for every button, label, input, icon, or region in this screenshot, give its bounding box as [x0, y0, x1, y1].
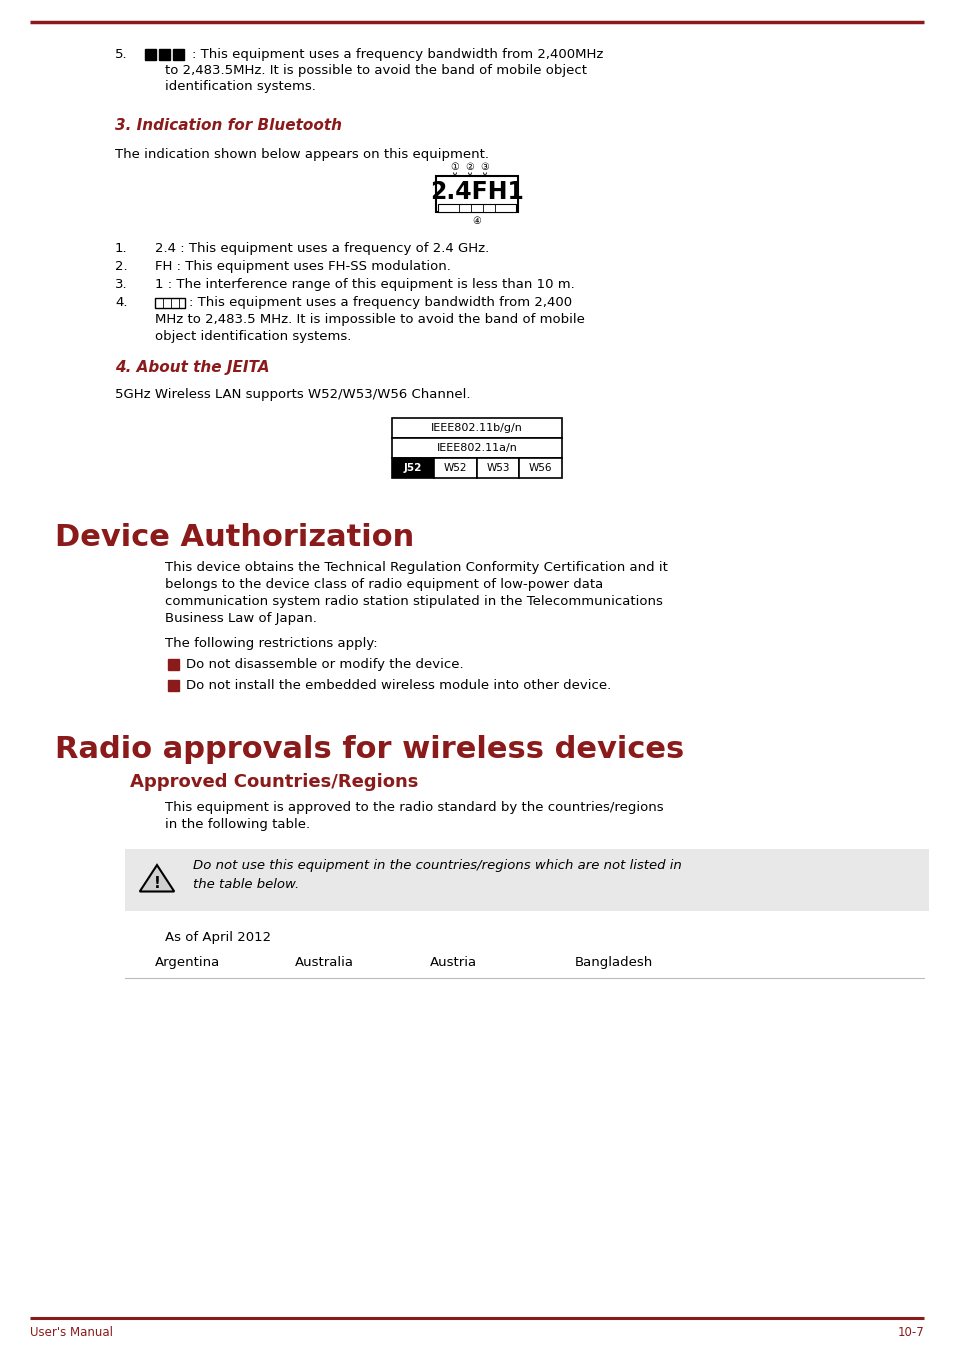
Text: Do not use this equipment in the countries/regions which are not listed in: Do not use this equipment in the countri…	[193, 859, 681, 872]
Text: W56: W56	[529, 463, 552, 473]
Text: !: !	[153, 877, 160, 892]
Text: IEEE802.11b/g/n: IEEE802.11b/g/n	[431, 422, 522, 433]
Text: 4. About the JEITA: 4. About the JEITA	[115, 360, 269, 375]
Text: Do not disassemble or modify the device.: Do not disassemble or modify the device.	[186, 658, 463, 671]
Text: 2.: 2.	[115, 260, 128, 273]
Bar	[436, 176, 517, 213]
Text: : This equipment uses a frequency bandwidth from 2,400: : This equipment uses a frequency bandwi…	[189, 296, 572, 309]
Bar	[392, 459, 434, 477]
Text: 2.4 : This equipment uses a frequency of 2.4 GHz.: 2.4 : This equipment uses a frequency of…	[154, 242, 489, 256]
Text: 3.: 3.	[115, 278, 128, 291]
Text: Australia: Australia	[294, 956, 354, 968]
Text: MHz to 2,483.5 MHz. It is impossible to avoid the band of mobile: MHz to 2,483.5 MHz. It is impossible to …	[154, 313, 584, 325]
Text: object identification systems.: object identification systems.	[154, 330, 351, 343]
Text: Radio approvals for wireless devices: Radio approvals for wireless devices	[55, 734, 683, 764]
Bar	[172, 48, 184, 61]
Text: 2.4FH1: 2.4FH1	[430, 180, 523, 204]
Text: Approved Countries/Regions: Approved Countries/Regions	[130, 773, 418, 791]
Text: belongs to the device class of radio equipment of low-power data: belongs to the device class of radio equ…	[165, 578, 602, 590]
Text: W52: W52	[443, 463, 467, 473]
Bar	[476, 459, 519, 477]
Bar	[392, 438, 561, 459]
Text: 5.: 5.	[115, 48, 128, 61]
Polygon shape	[139, 865, 174, 892]
Bar	[434, 459, 476, 477]
Text: IEEE802.11a/n: IEEE802.11a/n	[436, 443, 517, 453]
Text: ①: ①	[450, 161, 459, 172]
Text: J52: J52	[404, 463, 422, 473]
Text: ③: ③	[480, 161, 489, 172]
Text: 1 : The interference range of this equipment is less than 10 m.: 1 : The interference range of this equip…	[154, 278, 574, 291]
Bar	[168, 659, 179, 670]
Text: Argentina: Argentina	[154, 956, 220, 968]
Text: identification systems.: identification systems.	[165, 79, 315, 93]
Text: Device Authorization: Device Authorization	[55, 523, 414, 551]
Text: in the following table.: in the following table.	[165, 818, 310, 831]
Text: As of April 2012: As of April 2012	[165, 931, 271, 944]
Text: The indication shown below appears on this equipment.: The indication shown below appears on th…	[115, 148, 489, 161]
Text: 3. Indication for Bluetooth: 3. Indication for Bluetooth	[115, 118, 341, 133]
Text: The following restrictions apply:: The following restrictions apply:	[165, 638, 377, 650]
Text: ④: ④	[472, 217, 481, 226]
Bar	[145, 48, 156, 61]
Text: Business Law of Japan.: Business Law of Japan.	[165, 612, 316, 625]
Text: FH : This equipment uses FH-SS modulation.: FH : This equipment uses FH-SS modulatio…	[154, 260, 451, 273]
Text: 1.: 1.	[115, 242, 128, 256]
Text: 5GHz Wireless LAN supports W52/W53/W56 Channel.: 5GHz Wireless LAN supports W52/W53/W56 C…	[115, 387, 470, 401]
Bar	[125, 849, 928, 911]
Text: the table below.: the table below.	[193, 878, 299, 890]
Text: : This equipment uses a frequency bandwidth from 2,400MHz: : This equipment uses a frequency bandwi…	[192, 48, 602, 61]
Text: User's Manual: User's Manual	[30, 1326, 112, 1340]
Text: 4.: 4.	[115, 296, 128, 309]
Text: communication system radio station stipulated in the Telecommunications: communication system radio station stipu…	[165, 594, 662, 608]
Bar	[437, 204, 516, 213]
Text: to 2,483.5MHz. It is possible to avoid the band of mobile object: to 2,483.5MHz. It is possible to avoid t…	[165, 65, 586, 77]
Text: W53: W53	[486, 463, 510, 473]
Bar	[154, 299, 185, 308]
Text: 10-7: 10-7	[897, 1326, 923, 1340]
Bar	[392, 418, 561, 438]
Bar	[519, 459, 561, 477]
Text: This equipment is approved to the radio standard by the countries/regions: This equipment is approved to the radio …	[165, 802, 663, 814]
Text: Bangladesh: Bangladesh	[575, 956, 653, 968]
Text: Austria: Austria	[430, 956, 476, 968]
Text: This device obtains the Technical Regulation Conformity Certification and it: This device obtains the Technical Regula…	[165, 561, 667, 574]
Text: ②: ②	[465, 161, 474, 172]
Text: Do not install the embedded wireless module into other device.: Do not install the embedded wireless mod…	[186, 679, 611, 691]
Bar	[168, 681, 179, 691]
Bar	[159, 48, 170, 61]
